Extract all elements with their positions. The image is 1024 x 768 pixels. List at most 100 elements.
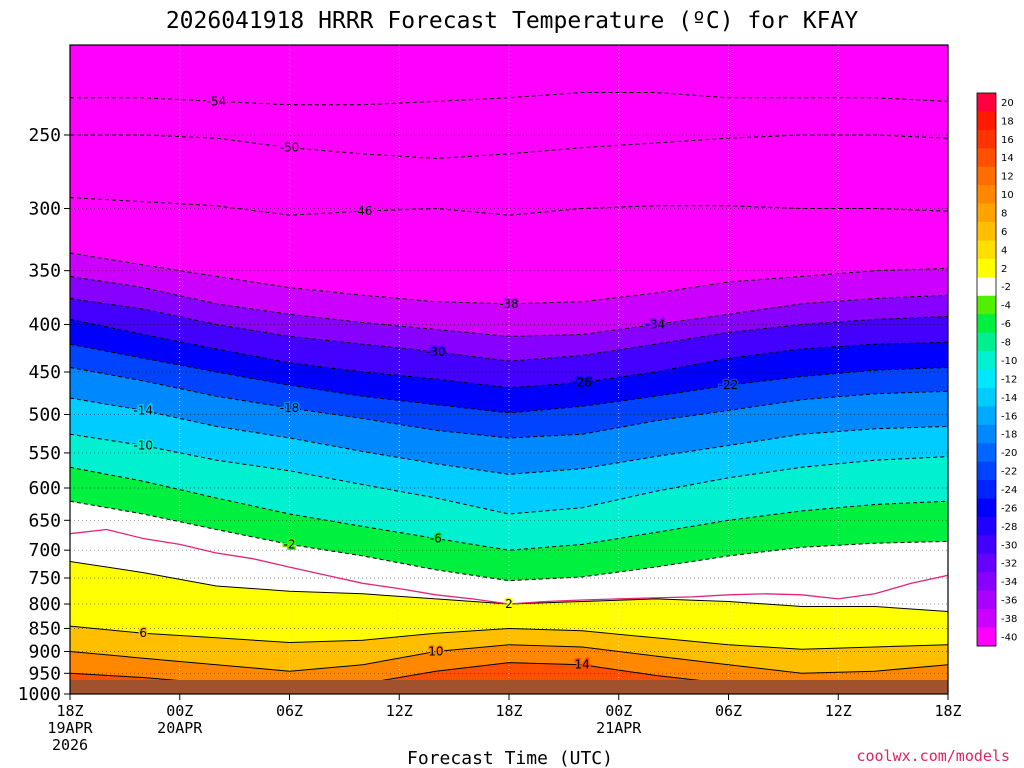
contour-label--6: -6 [430, 531, 442, 545]
colorbar-swatch--38 [977, 609, 996, 629]
x-tick-label-36-0: 06Z [715, 702, 742, 720]
colorbar-swatch--30 [977, 535, 996, 555]
terrain-ground [70, 680, 948, 694]
colorbar-frame [976, 92, 997, 647]
contour-label--10: -10 [133, 439, 153, 453]
contour-label--2: -2 [284, 537, 296, 551]
colorbar-label--28: -28 [1001, 522, 1017, 533]
colorbar-swatch--20 [977, 443, 996, 463]
colorbar-swatch--2 [977, 277, 996, 297]
contour-line--22 [70, 343, 948, 414]
contour-label--18: -18 [280, 401, 300, 415]
colorbar-label--26: -26 [1001, 503, 1017, 514]
colorbar-label--16: -16 [1001, 411, 1017, 422]
colorbar-label--14: -14 [1001, 393, 1017, 404]
x-tick-label-48-0: 18Z [934, 702, 961, 720]
contour-line--26 [70, 318, 948, 389]
colorbar-swatch--18 [977, 424, 996, 444]
x-tick-label-42-0: 12Z [825, 702, 852, 720]
contour-label--46: -46 [353, 204, 373, 218]
contour-label--54: -54 [207, 94, 227, 108]
colorbar-label-18: 18 [1001, 116, 1014, 127]
colorbar-swatch--4 [977, 295, 996, 315]
colorbar-label--18: -18 [1001, 430, 1017, 441]
y-tick-label-800: 800 [28, 594, 61, 615]
colorbar-swatch-8 [977, 203, 996, 223]
contour-line-6 [70, 625, 948, 650]
colorbar-label--8: -8 [1001, 338, 1011, 349]
x-tick-label-0-1: 19APR [47, 719, 93, 737]
colorbar-swatch-12 [977, 166, 996, 186]
colorbar-swatch--22 [977, 461, 996, 481]
y-tick-label-900: 900 [28, 642, 61, 663]
contour-line--30 [70, 298, 948, 362]
plot-area: -54-50-46-38-34-30-26 -22-18-14-10-6-2261… [69, 44, 949, 695]
y-tick-label-500: 500 [28, 404, 61, 425]
x-tick-label-30-0: 00Z [605, 702, 632, 720]
colorbar-label-2: 2 [1001, 264, 1007, 275]
colorbar-label-8: 8 [1001, 209, 1007, 220]
colorbar-label-12: 12 [1001, 172, 1014, 183]
y-tick-label-550: 550 [28, 443, 61, 464]
contour-line--34 [70, 275, 948, 337]
y-tick-label-650: 650 [28, 510, 61, 531]
colorbar-label--30: -30 [1001, 540, 1017, 551]
colorbar-swatch--34 [977, 572, 996, 592]
colorbar-swatch--8 [977, 332, 996, 352]
colorbar-label-16: 16 [1001, 135, 1014, 146]
contour-label--38: -38 [499, 297, 519, 311]
colorbar-swatch-18 [977, 111, 996, 131]
contour-label-14: 14 [575, 658, 590, 672]
colorbar-label--36: -36 [1001, 596, 1017, 607]
zero-isotherm-line [70, 528, 948, 605]
contour-line--38 [70, 252, 948, 305]
x-tick-label-0-2: 2026 [52, 736, 88, 754]
colorbar-swatch--10 [977, 351, 996, 370]
contour-line-10 [70, 644, 948, 674]
y-tick-label-300: 300 [28, 199, 61, 220]
y-tick-label-350: 350 [28, 261, 61, 282]
colorbar-swatch-20 [977, 93, 996, 112]
y-tick-label-450: 450 [28, 362, 61, 383]
colorbar-swatch-14 [977, 148, 996, 168]
contour-label-2: 2 [505, 597, 513, 611]
colorbar-label--10: -10 [1001, 356, 1017, 367]
x-tick-label-24-0: 18Z [495, 702, 522, 720]
colorbar-label--4: -4 [1001, 301, 1011, 312]
pressure-axis: 250 300 350 400 450 500 550 600 650 700 750 800 850 9… [18, 125, 70, 705]
y-tick-label-750: 750 [28, 568, 61, 589]
y-tick-label-400: 400 [28, 315, 61, 336]
colorbar-swatch--26 [977, 498, 996, 518]
colorbar-label--38: -38 [1001, 614, 1017, 625]
colorbar-label--22: -22 [1001, 467, 1017, 478]
contour-label--26: -26 [572, 376, 592, 390]
colorbar-label-14: 14 [1001, 153, 1014, 164]
colorbar-swatch--6 [977, 314, 996, 334]
colorbar-swatch-2 [977, 258, 996, 278]
temp-band-freezing [70, 501, 948, 612]
color-scale-legend: 20 18 16 14 12 10 8 6 4 2 -2 -4 -6 -8 -10 -12 -14 -16 -18 -… [976, 92, 1017, 647]
y-tick-label-600: 600 [28, 478, 61, 499]
contour-label--22: -22 [719, 378, 739, 392]
x-axis-title: Forecast Time (UTC) [407, 748, 613, 768]
y-tick-label-250: 250 [28, 125, 61, 146]
colorbar-label--12: -12 [1001, 374, 1017, 385]
colorbar-swatch-6 [977, 222, 996, 241]
y-tick-label-1000: 1000 [18, 684, 61, 705]
contour-line--2 [70, 500, 948, 582]
colorbar-label--20: -20 [1001, 448, 1017, 459]
colorbar-swatch--14 [977, 387, 996, 407]
colorbar-swatch-10 [977, 185, 996, 205]
chart-title: 2026041918 HRRR Forecast Temperature (ºC… [166, 8, 859, 34]
x-tick-label-18-0: 12Z [386, 702, 413, 720]
colorbar-label--24: -24 [1001, 485, 1017, 496]
credit-text: coolwx.com/models [856, 747, 1010, 765]
colorbar-label-4: 4 [1001, 245, 1007, 256]
contour-label--30: -30 [426, 345, 446, 359]
x-tick-label-12-0: 06Z [276, 702, 303, 720]
colorbar-label-10: 10 [1001, 190, 1014, 201]
y-tick-label-950: 950 [28, 663, 61, 684]
contour-label--14: -14 [133, 403, 153, 417]
